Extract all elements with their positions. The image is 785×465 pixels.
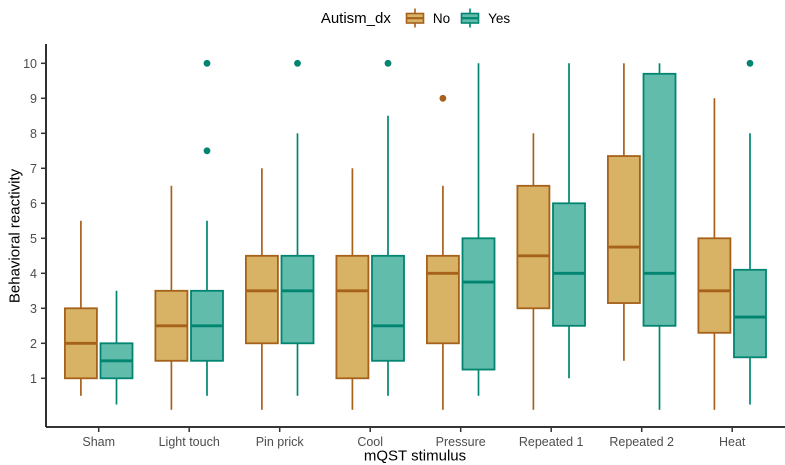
legend-item-yes: Yes <box>459 7 510 29</box>
box-yes-repeated-2 <box>642 63 677 410</box>
outlier-point <box>203 147 211 155</box>
box-no-heat <box>697 98 732 410</box>
y-axis-title: Behavioral reactivity <box>6 168 24 304</box>
legend-label-yes: Yes <box>488 10 511 26</box>
box-yes-heat <box>733 59 767 405</box>
x-tick-label: Repeated 2 <box>609 435 674 449</box>
outlier-point <box>203 59 211 67</box>
x-tick-label: Light touch <box>159 435 220 449</box>
x-tick-label: Heat <box>719 435 746 449</box>
box-yes-light-touch <box>190 59 224 396</box>
y-tick-label: 6 <box>30 197 37 211</box>
box-yes-repeated-1 <box>552 63 586 379</box>
y-tick-label: 7 <box>30 162 37 176</box>
y-tick-label: 4 <box>30 267 37 281</box>
y-tick-label: 8 <box>30 127 37 141</box>
box-no-pressure <box>425 94 460 410</box>
outlier-point <box>294 59 301 67</box>
y-tick-label: 5 <box>30 232 37 246</box>
legend-item-no: No <box>404 7 450 29</box>
x-tick-label: Pressure <box>436 435 486 449</box>
y-tick-label: 10 <box>23 57 37 71</box>
box-yes-pin-prick <box>280 59 315 396</box>
box-no-light-touch <box>154 185 189 410</box>
x-tick-label: Sham <box>82 435 115 449</box>
outlier-point <box>384 59 392 67</box>
outlier-point <box>746 59 754 67</box>
box-no-repeated-1 <box>516 133 551 410</box>
y-tick-label: 3 <box>30 302 37 316</box>
box-yes-cool <box>371 59 405 396</box>
box-no-repeated-2 <box>607 63 641 361</box>
y-tick-label: 9 <box>30 92 37 106</box>
legend-title: Autism_dx <box>320 9 391 27</box>
x-tick-label: Pin prick <box>256 435 305 449</box>
y-tick-label: 1 <box>30 372 37 386</box>
box-no-pin-prick <box>244 168 279 410</box>
legend-label-no: No <box>432 10 451 26</box>
box-no-sham <box>64 220 98 396</box>
boxplot-key-no-icon <box>405 8 425 28</box>
box-no-cool <box>335 168 370 410</box>
box-yes-sham <box>99 290 134 405</box>
y-tick-label: 2 <box>30 337 37 351</box>
chart-legend: Autism_dx No Yes <box>46 6 785 30</box>
box-yes-pressure <box>461 63 496 396</box>
x-axis-title: mQST stimulus <box>363 447 467 465</box>
x-tick-label: Repeated 1 <box>519 435 584 449</box>
outlier-point <box>439 94 447 102</box>
boxplot-key-yes-icon <box>460 8 480 28</box>
x-tick-label: Cool <box>357 435 383 449</box>
